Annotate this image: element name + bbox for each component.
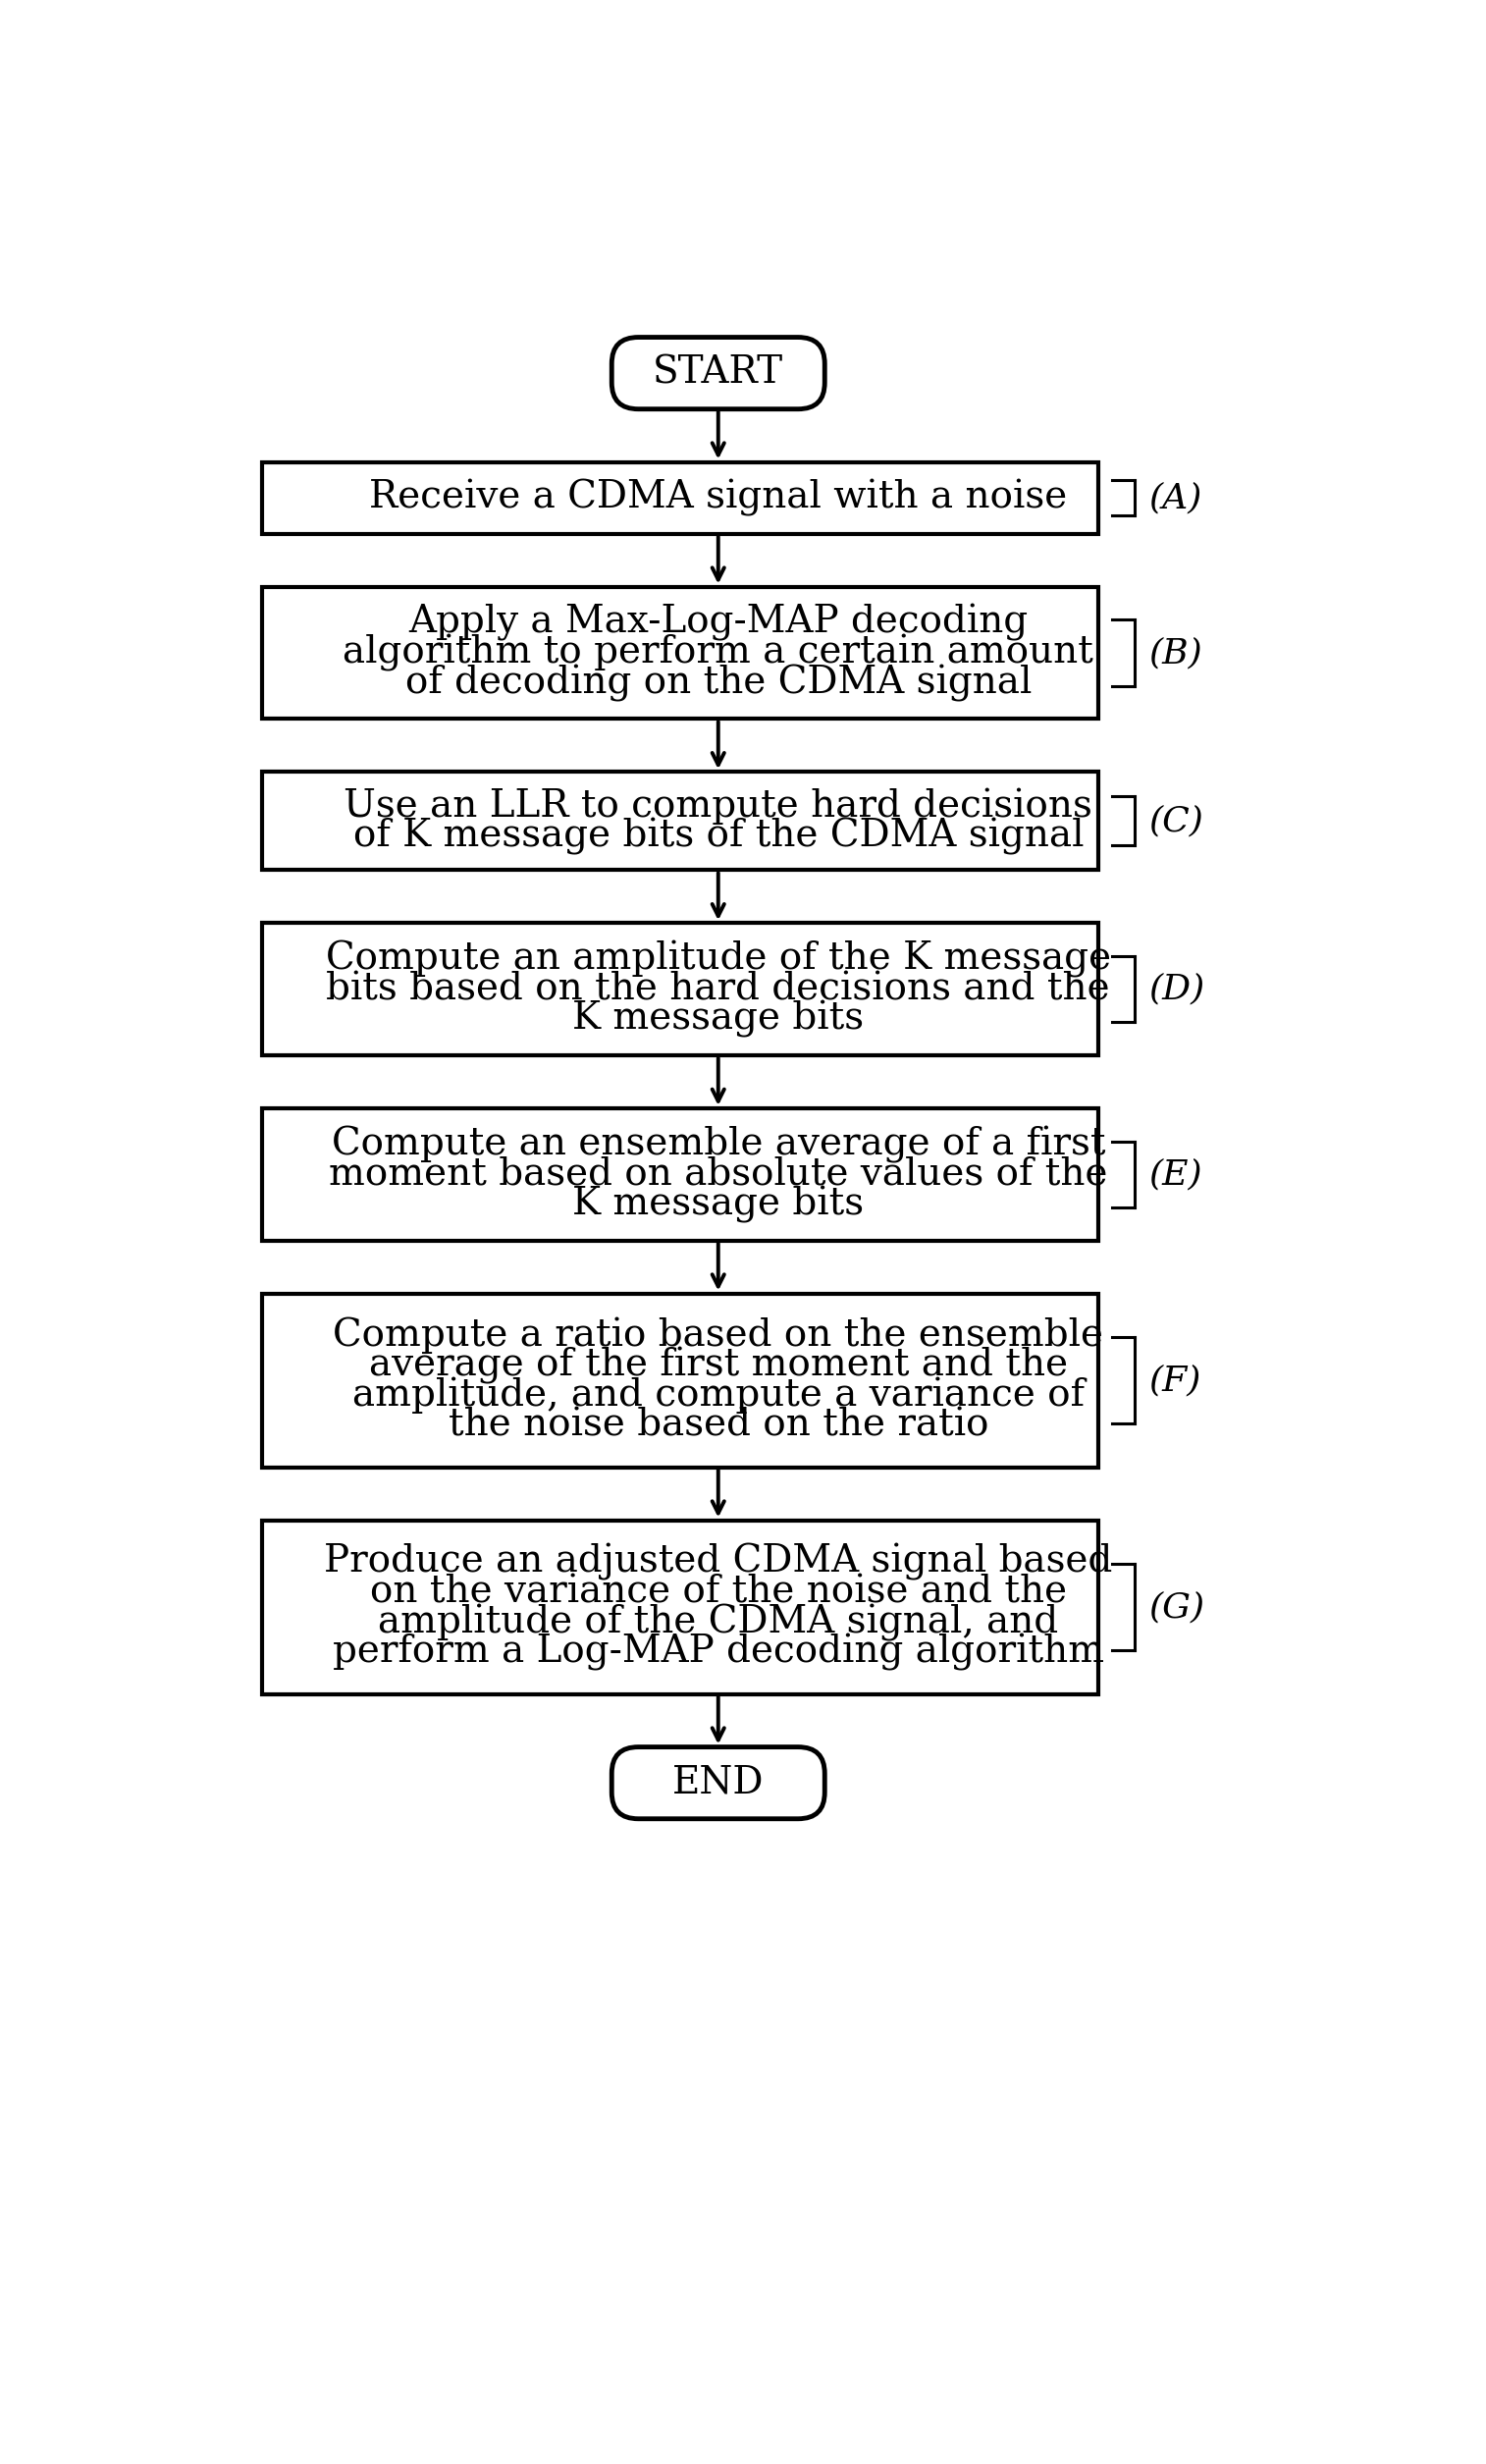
Text: (B): (B) [1149, 636, 1202, 670]
Bar [262, 924, 1098, 1055]
Text: (C): (C) [1149, 803, 1204, 838]
Text: Compute an ensemble average of a first: Compute an ensemble average of a first [331, 1126, 1106, 1163]
Text: (G): (G) [1149, 1589, 1205, 1624]
Bar [262, 586, 1098, 719]
Text: K message bits: K message bits [572, 1000, 863, 1037]
Text: END: END [672, 1764, 764, 1801]
Text: Compute a ratio based on the ensemble: Compute a ratio based on the ensemble [333, 1316, 1104, 1353]
Bar [262, 1109, 1098, 1239]
Text: Compute an amplitude of the K message: Compute an amplitude of the K message [325, 941, 1112, 978]
FancyBboxPatch shape [612, 338, 825, 409]
Text: the noise based on the ratio: the noise based on the ratio [449, 1407, 988, 1444]
Bar [262, 461, 1098, 535]
Text: of K message bits of the CDMA signal: of K message bits of the CDMA signal [352, 818, 1083, 855]
Bar [262, 1294, 1098, 1466]
Bar [262, 771, 1098, 870]
Text: bits based on the hard decisions and the: bits based on the hard decisions and the [327, 971, 1110, 1008]
Bar [262, 1520, 1098, 1695]
Text: amplitude of the CDMA signal, and: amplitude of the CDMA signal, and [377, 1604, 1058, 1641]
Text: perform a Log-MAP decoding algorithm: perform a Log-MAP decoding algorithm [333, 1634, 1104, 1671]
Text: on the variance of the noise and the: on the variance of the noise and the [370, 1574, 1067, 1609]
Text: Produce an adjusted CDMA signal based: Produce an adjusted CDMA signal based [324, 1542, 1113, 1579]
Text: average of the first moment and the: average of the first moment and the [369, 1348, 1068, 1385]
Text: algorithm to perform a certain amount: algorithm to perform a certain amount [343, 633, 1094, 673]
Text: Apply a Max-Log-MAP decoding: Apply a Max-Log-MAP decoding [409, 604, 1028, 641]
Text: (E): (E) [1149, 1158, 1202, 1190]
Text: Receive a CDMA signal with a noise: Receive a CDMA signal with a noise [369, 478, 1067, 517]
Text: Use an LLR to compute hard decisions: Use an LLR to compute hard decisions [343, 788, 1092, 825]
Text: K message bits: K message bits [572, 1185, 863, 1222]
Text: moment based on absolute values of the: moment based on absolute values of the [328, 1156, 1107, 1193]
Text: amplitude, and compute a variance of: amplitude, and compute a variance of [352, 1377, 1085, 1414]
Text: START: START [652, 355, 783, 392]
Text: (D): (D) [1149, 973, 1205, 1005]
Text: (F): (F) [1149, 1363, 1201, 1397]
Text: (A): (A) [1149, 480, 1202, 515]
Text: of decoding on the CDMA signal: of decoding on the CDMA signal [404, 665, 1031, 702]
FancyBboxPatch shape [612, 1747, 825, 1818]
